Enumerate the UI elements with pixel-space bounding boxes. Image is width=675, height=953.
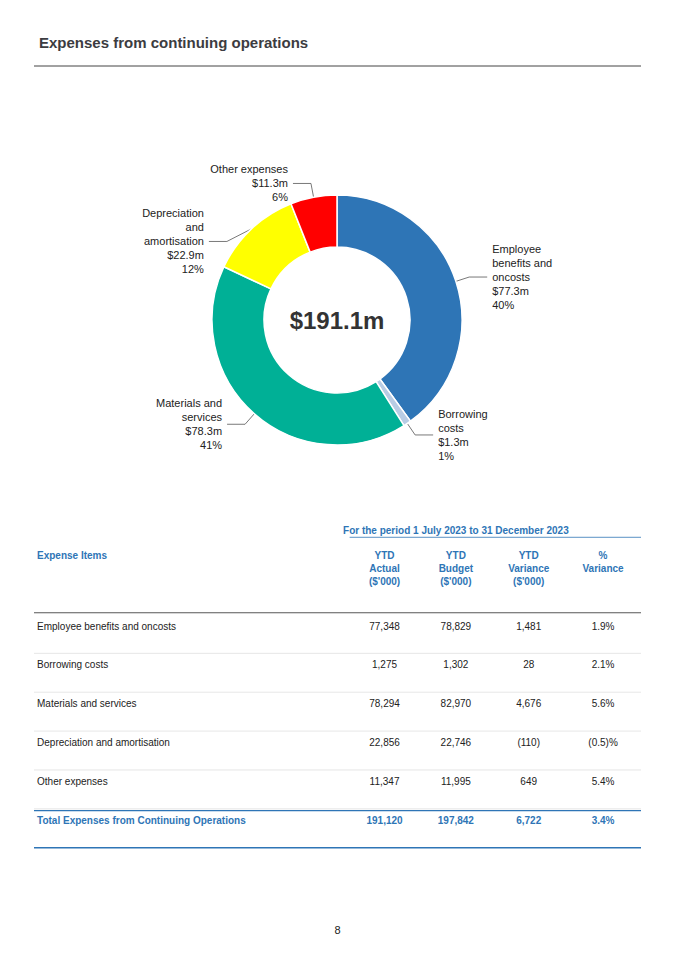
svg-text:1,481: 1,481 [516,621,541,632]
svg-text:649: 649 [520,776,537,787]
svg-text:$78.3m: $78.3m [185,425,222,437]
svg-text:YTD: YTD [519,550,539,561]
svg-text:$1.3m: $1.3m [438,436,469,448]
svg-text:3.4%: 3.4% [592,815,615,826]
svg-text:and: and [186,221,204,233]
svg-text:12%: 12% [182,263,204,275]
svg-text:1%: 1% [438,450,454,462]
svg-text:Depreciation: Depreciation [142,207,204,219]
svg-text:191,120: 191,120 [366,815,403,826]
svg-text:Materials and: Materials and [156,397,222,409]
svg-text:Actual: Actual [369,563,400,574]
svg-text:YTD: YTD [446,550,466,561]
svg-text:YTD: YTD [375,550,395,561]
svg-text:benefits and: benefits and [492,257,552,269]
svg-text:amortisation: amortisation [144,235,204,247]
svg-text:$11.3m: $11.3m [252,177,288,189]
svg-text:78,294: 78,294 [369,698,400,709]
svg-text:6%: 6% [272,191,288,203]
svg-text:costs: costs [438,422,464,434]
svg-text:Employee: Employee [492,243,541,255]
svg-text:11,347: 11,347 [370,776,400,787]
svg-text:22,746: 22,746 [441,737,472,748]
svg-text:197,842: 197,842 [438,815,475,826]
svg-text:($'000): ($'000) [513,576,544,587]
svg-text:(0.5)%: (0.5)% [588,737,618,748]
svg-text:$22.9m: $22.9m [167,249,204,261]
svg-text:8: 8 [334,924,340,936]
svg-text:1,302: 1,302 [443,659,468,670]
svg-text:Expenses from continuing opera: Expenses from continuing operations [39,34,308,51]
svg-text:Total Expenses from Continuing: Total Expenses from Continuing Operation… [37,815,246,826]
svg-text:77,348: 77,348 [369,621,400,632]
svg-text:5.4%: 5.4% [592,776,615,787]
svg-text:services: services [182,411,223,423]
svg-text:Materials and services: Materials and services [37,698,136,709]
svg-text:Borrowing: Borrowing [438,408,488,420]
svg-text:40%: 40% [492,299,514,311]
svg-text:1.9%: 1.9% [592,621,615,632]
svg-text:%: % [599,550,608,561]
svg-text:82,970: 82,970 [441,698,472,709]
svg-text:Variance: Variance [508,563,550,574]
svg-text:Depreciation and amortisation: Depreciation and amortisation [37,737,170,748]
svg-text:(110): (110) [517,737,540,748]
svg-text:oncosts: oncosts [492,271,530,283]
svg-text:2.1%: 2.1% [592,659,615,670]
svg-text:78,829: 78,829 [441,621,472,632]
svg-text:For the period 1 July 2023 to: For the period 1 July 2023 to 31 Decembe… [343,525,569,536]
svg-text:11,995: 11,995 [441,776,471,787]
svg-text:Variance: Variance [582,563,624,574]
svg-text:$77.3m: $77.3m [492,285,529,297]
svg-text:($'000): ($'000) [369,576,400,587]
svg-text:Employee benefits and oncosts: Employee benefits and oncosts [37,621,176,632]
svg-text:41%: 41% [200,439,222,451]
svg-text:5.6%: 5.6% [592,698,615,709]
svg-text:Budget: Budget [439,563,474,574]
svg-text:Expense Items: Expense Items [37,550,107,561]
svg-text:22,856: 22,856 [369,737,400,748]
svg-text:28: 28 [523,659,535,670]
svg-text:1,275: 1,275 [372,659,397,670]
svg-text:4,676: 4,676 [516,698,541,709]
svg-text:Borrowing costs: Borrowing costs [37,659,108,670]
svg-text:($'000): ($'000) [440,576,471,587]
svg-text:Other expenses: Other expenses [210,163,288,175]
svg-text:$191.1m: $191.1m [290,307,385,334]
svg-text:6,722: 6,722 [516,815,541,826]
svg-text:Other expenses: Other expenses [37,776,108,787]
